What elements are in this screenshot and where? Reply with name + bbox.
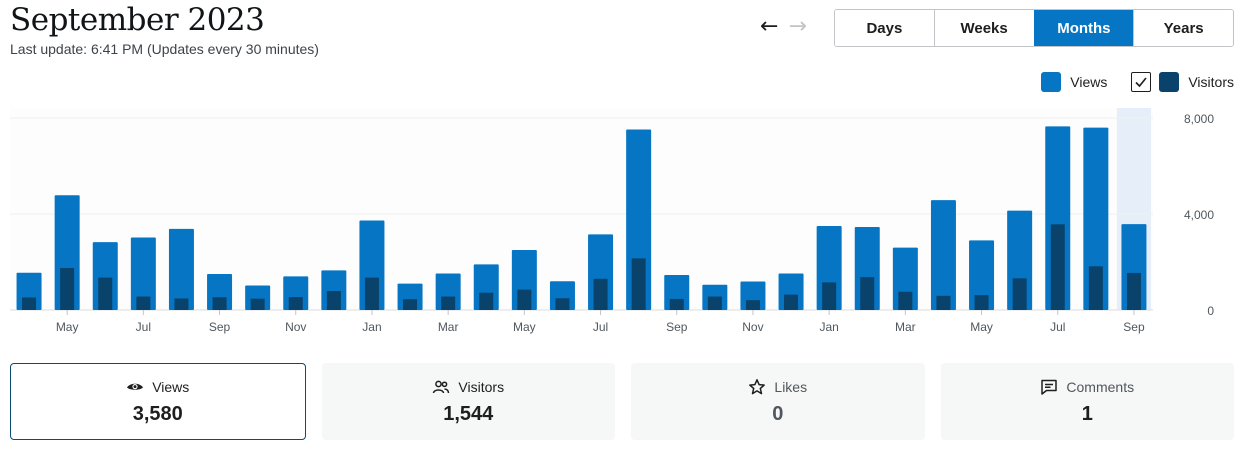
visitors-bar bbox=[784, 294, 799, 310]
stat-value-views: 3,580 bbox=[132, 402, 183, 425]
period-button-days[interactable]: Days bbox=[835, 10, 934, 46]
stat-card-likes[interactable]: Likes 0 bbox=[631, 363, 925, 440]
stat-card-views[interactable]: Views 3,580 bbox=[10, 363, 306, 440]
visitors-bar bbox=[974, 295, 989, 310]
stat-card-comments[interactable]: Comments 1 bbox=[940, 363, 1234, 440]
period-selector: Days Weeks Months Years bbox=[834, 9, 1234, 47]
plot-background bbox=[10, 108, 1153, 310]
last-update-text: Last update: 6:41 PM (Updates every 30 m… bbox=[10, 41, 319, 57]
y-tick-label: 0 bbox=[1207, 304, 1214, 318]
views-legend-swatch bbox=[1041, 72, 1062, 92]
x-tick-label: May bbox=[56, 320, 79, 334]
stat-label-likes: Likes bbox=[774, 378, 808, 395]
stat-value-visitors: 1,544 bbox=[443, 402, 494, 425]
x-tick-label: Nov bbox=[285, 320, 306, 334]
checkmark-icon bbox=[1135, 77, 1147, 88]
page-title: September 2023 bbox=[10, 2, 265, 38]
visitors-bar bbox=[288, 297, 303, 310]
stat-value-comments: 1 bbox=[1081, 402, 1093, 425]
x-tick-label: Mar bbox=[438, 320, 459, 334]
stat-label-comments: Comments bbox=[1066, 378, 1135, 395]
visitors-bar bbox=[898, 291, 913, 310]
visitors-bar bbox=[936, 295, 951, 310]
stats-summary: Views 3,580 Visitors 1,544 Likes 0 Comme… bbox=[10, 363, 1234, 440]
period-button-weeks[interactable]: Weeks bbox=[933, 10, 1034, 46]
x-tick-label: Jul bbox=[593, 320, 608, 334]
visitors-bar bbox=[593, 278, 608, 310]
y-tick-label: 4,000 bbox=[1184, 208, 1214, 222]
star-icon bbox=[748, 378, 766, 396]
visitors-bar bbox=[441, 296, 456, 310]
visitors-bar bbox=[326, 291, 341, 310]
visitors-legend-swatch bbox=[1159, 72, 1180, 92]
stat-label-views: Views bbox=[152, 378, 190, 395]
x-tick-label: Sep bbox=[1123, 320, 1145, 334]
x-tick-label: Jan bbox=[362, 320, 381, 334]
visitors-bar bbox=[1088, 266, 1103, 310]
period-button-years[interactable]: Years bbox=[1133, 10, 1233, 46]
visitors-bar bbox=[22, 297, 37, 310]
visitors-bar bbox=[707, 296, 722, 310]
people-icon bbox=[432, 378, 450, 396]
comment-icon bbox=[1040, 378, 1058, 396]
chart-legend: Views Visitors bbox=[1041, 72, 1234, 92]
visitors-bar bbox=[822, 282, 837, 310]
visitors-bar bbox=[98, 277, 113, 310]
x-tick-label: Jan bbox=[819, 320, 838, 334]
next-period-arrow-icon[interactable]: → bbox=[788, 14, 807, 39]
visitors-bar bbox=[364, 277, 379, 310]
visitors-bar bbox=[745, 300, 760, 310]
stat-value-likes: 0 bbox=[772, 402, 784, 425]
visitors-bar bbox=[136, 296, 151, 310]
x-tick-label: Nov bbox=[742, 320, 763, 334]
period-navigation: ← → bbox=[760, 16, 807, 38]
x-tick-label: Jul bbox=[136, 320, 151, 334]
visitors-bar bbox=[174, 298, 189, 310]
visitors-legend-label: Visitors bbox=[1188, 74, 1234, 90]
visitors-bar bbox=[60, 268, 75, 310]
visitors-bar bbox=[860, 277, 875, 310]
visitors-bar bbox=[1012, 278, 1027, 310]
visitors-bar bbox=[479, 292, 494, 310]
visitors-legend-checkbox[interactable] bbox=[1131, 72, 1152, 92]
views-bar bbox=[130, 237, 156, 310]
visitors-bar bbox=[1126, 272, 1141, 310]
y-tick-label: 8,000 bbox=[1184, 112, 1214, 126]
visitors-bar bbox=[631, 258, 646, 310]
stat-label-visitors: Visitors bbox=[458, 378, 505, 395]
visitors-bar bbox=[555, 298, 570, 310]
views-bar bbox=[930, 200, 956, 310]
views-bar bbox=[1083, 127, 1109, 310]
x-tick-label: May bbox=[513, 320, 536, 334]
x-tick-label: Sep bbox=[209, 320, 231, 334]
views-bar bbox=[168, 228, 194, 310]
eye-icon bbox=[126, 378, 144, 396]
visitors-bar bbox=[403, 299, 418, 310]
views-bar bbox=[969, 240, 995, 310]
visitors-bar bbox=[212, 297, 227, 310]
monthly-stats-chart: 0 4,000 8,000 May Jul Sep Nov Jan Mar May Jul Sep No… bbox=[10, 108, 1214, 334]
x-tick-label: Mar bbox=[895, 320, 916, 334]
visitors-bar bbox=[250, 298, 265, 310]
visitors-bar bbox=[1050, 224, 1065, 310]
x-tick-label: May bbox=[970, 320, 993, 334]
views-legend-label: Views bbox=[1070, 74, 1108, 90]
x-tick-label: Sep bbox=[666, 320, 688, 334]
previous-period-arrow-icon[interactable]: ← bbox=[760, 14, 779, 39]
period-button-months[interactable]: Months bbox=[1033, 10, 1134, 46]
x-tick-label: Jul bbox=[1050, 320, 1065, 334]
stat-card-visitors[interactable]: Visitors 1,544 bbox=[321, 363, 615, 440]
visitors-bar bbox=[669, 298, 684, 310]
visitors-bar bbox=[517, 289, 532, 310]
